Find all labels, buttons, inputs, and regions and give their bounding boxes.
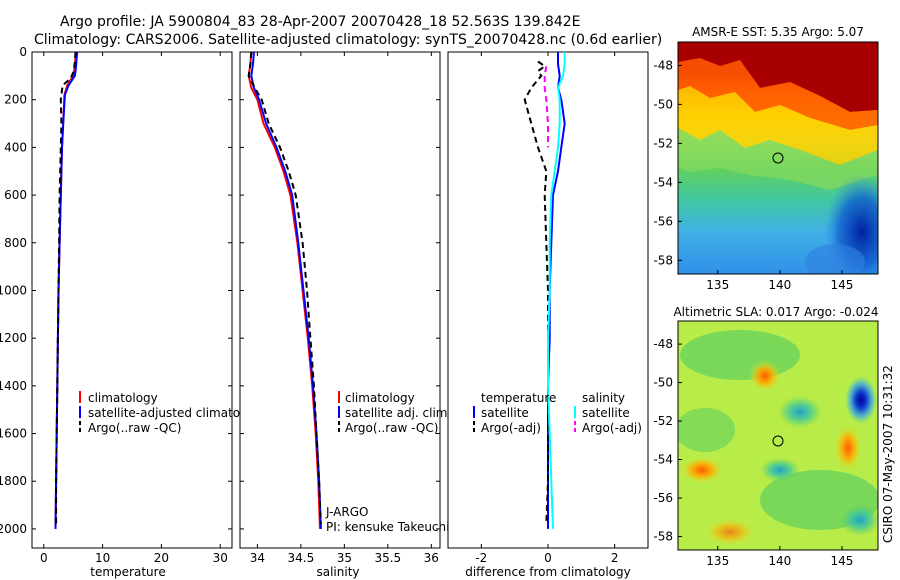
difference-legend-temperature: temperature satellite Argo(-adj) <box>473 391 556 435</box>
sst-map-x-ticks: 135 140 145 <box>706 270 853 292</box>
sst-argo-marker <box>772 152 784 164</box>
temperature-panel: 0 200 400 600 800 1000 1200 1400 1600 1800 2000 0 1… <box>0 45 266 579</box>
y-tick-label: 1200 <box>0 331 27 345</box>
legend-sal-satellite-label: satellite <box>582 406 630 420</box>
legend-temperature-heading: temperature <box>481 391 556 405</box>
map-x-tick-label: 135 <box>706 278 729 292</box>
temperature-xlabel: temperature <box>90 565 165 579</box>
x-tick-label: 35 <box>337 551 352 565</box>
sst-map-y-ticks: -48 -50 -52 -54 -56 -58 <box>653 58 682 267</box>
legend-climatology-label: climatology <box>345 391 415 405</box>
map-y-tick-label: -56 <box>653 214 673 228</box>
figure-title-line2: Climatology: CARS2006. Satellite-adjuste… <box>34 32 662 48</box>
map-y-tick-label: -50 <box>653 376 673 390</box>
map-y-tick-label: -52 <box>653 136 673 150</box>
series-line <box>523 60 549 525</box>
salinity-legend: climatology satellite adj. clim. Argo(..… <box>338 391 451 435</box>
x-tick-label: 0 <box>544 551 552 565</box>
sla-map-panel: Altimetric SLA: 0.017 Argo: -0.024 -48 -5… <box>653 305 879 568</box>
legend-sal-argo-label: Argo(-adj) <box>582 421 642 435</box>
annotation-program: J-ARGO <box>325 505 368 519</box>
map-y-tick-label: -54 <box>653 175 673 189</box>
legend-temp-satellite-label: satellite <box>481 406 529 420</box>
series-line <box>247 51 322 525</box>
map-x-tick-label: 145 <box>831 278 854 292</box>
y-tick-label: 1400 <box>0 379 27 393</box>
map-y-tick-label: -48 <box>653 337 673 351</box>
legend-satellite-label: satellite-adjusted climatology <box>88 406 266 420</box>
y-tick-label: 400 <box>4 140 27 154</box>
x-tick-label: 36 <box>424 551 439 565</box>
series-line <box>55 51 77 525</box>
sst-map-image <box>678 42 878 274</box>
salinity-lines <box>247 51 322 529</box>
map-x-tick-label: 140 <box>768 554 791 568</box>
legend-argo-label: Argo(..raw -QC) <box>345 421 438 435</box>
legend-satellite-label: satellite adj. clim. <box>345 406 451 420</box>
y-tick-label: 200 <box>4 93 27 107</box>
x-tick-label: 2 <box>611 551 619 565</box>
annotation-pi: PI: kensuke Takeuchi <box>326 520 449 534</box>
salinity-axes-box <box>239 51 441 549</box>
salinity-y-ticks <box>240 51 440 530</box>
x-tick-label: 0 <box>40 551 48 565</box>
map-y-tick-label: -50 <box>653 97 673 111</box>
series-line <box>543 66 549 148</box>
sla-map-image <box>678 321 878 550</box>
sla-argo-marker <box>772 435 784 447</box>
y-tick-label: 1600 <box>0 427 27 441</box>
credit-label: CSIRO 07-May-2007 10:31:32 <box>881 365 895 543</box>
legend-climatology-label: climatology <box>88 391 158 405</box>
sst-map-title: AMSR-E SST: 5.35 Argo: 5.07 <box>692 25 864 39</box>
difference-panel: -2 0 2 difference from climatology tempera… <box>447 51 649 579</box>
sst-map-frame <box>677 41 879 275</box>
map-x-tick-label: 140 <box>768 278 791 292</box>
legend-temp-argo-label: Argo(-adj) <box>481 421 541 435</box>
difference-x-ticks: -2 0 2 <box>475 52 618 565</box>
map-y-tick-label: -54 <box>653 453 673 467</box>
map-y-tick-label: -58 <box>653 530 673 544</box>
y-tick-label: 600 <box>4 188 27 202</box>
map-y-tick-label: -58 <box>653 253 673 267</box>
difference-xlabel: difference from climatology <box>465 565 631 579</box>
sst-map-panel: AMSR-E SST: 5.35 Argo: 5.07 -48 -50 -52 -54… <box>653 25 879 292</box>
y-tick-label: 800 <box>4 236 27 250</box>
figure-title-line1: Argo profile: JA 5900804_83 28-Apr-2007 … <box>60 14 581 30</box>
difference-lines <box>523 52 566 529</box>
x-tick-label: 34.5 <box>288 551 315 565</box>
sla-map-frame <box>677 320 879 551</box>
x-tick-label: 30 <box>213 551 228 565</box>
difference-legend-salinity: salinity satellite Argo(-adj) <box>574 391 642 435</box>
map-x-tick-label: 135 <box>706 554 729 568</box>
salinity-x-ticks: 34 34.5 35 35.5 36 <box>250 52 439 565</box>
sla-map-x-ticks: 135 140 145 <box>706 546 853 568</box>
x-tick-label: 34 <box>250 551 265 565</box>
salinity-xlabel: salinity <box>316 565 359 579</box>
y-tick-label: 2000 <box>0 522 27 536</box>
map-x-tick-label: 145 <box>831 554 854 568</box>
temperature-y-ticks: 0 200 400 600 800 1000 1200 1400 1600 1800 2000 <box>0 45 232 536</box>
legend-salinity-heading: salinity <box>582 391 625 405</box>
temperature-axes-box <box>31 51 233 549</box>
y-tick-label: 1800 <box>0 474 27 488</box>
y-tick-label: 0 <box>19 45 27 59</box>
x-tick-label: 35.5 <box>374 551 401 565</box>
temperature-x-ticks: 0 10 20 30 <box>40 52 228 565</box>
temperature-legend: climatology satellite-adjusted climatolo… <box>79 391 266 435</box>
map-y-tick-label: -56 <box>653 491 673 505</box>
x-tick-label: 10 <box>95 551 110 565</box>
y-tick-label: 1000 <box>0 283 27 297</box>
x-tick-label: -2 <box>475 551 487 565</box>
x-tick-label: 20 <box>154 551 169 565</box>
sla-map-y-ticks: -48 -50 -52 -54 -56 -58 <box>653 337 682 544</box>
salinity-panel: 34 34.5 35 35.5 36 salinity climatology sate… <box>239 51 451 579</box>
map-y-tick-label: -48 <box>653 58 673 72</box>
map-y-tick-label: -52 <box>653 414 673 428</box>
series-line <box>547 52 566 529</box>
sla-map-title: Altimetric SLA: 0.017 Argo: -0.024 <box>673 305 878 319</box>
temperature-lines <box>54 51 79 529</box>
legend-argo-label: Argo(..raw -QC) <box>88 421 181 435</box>
